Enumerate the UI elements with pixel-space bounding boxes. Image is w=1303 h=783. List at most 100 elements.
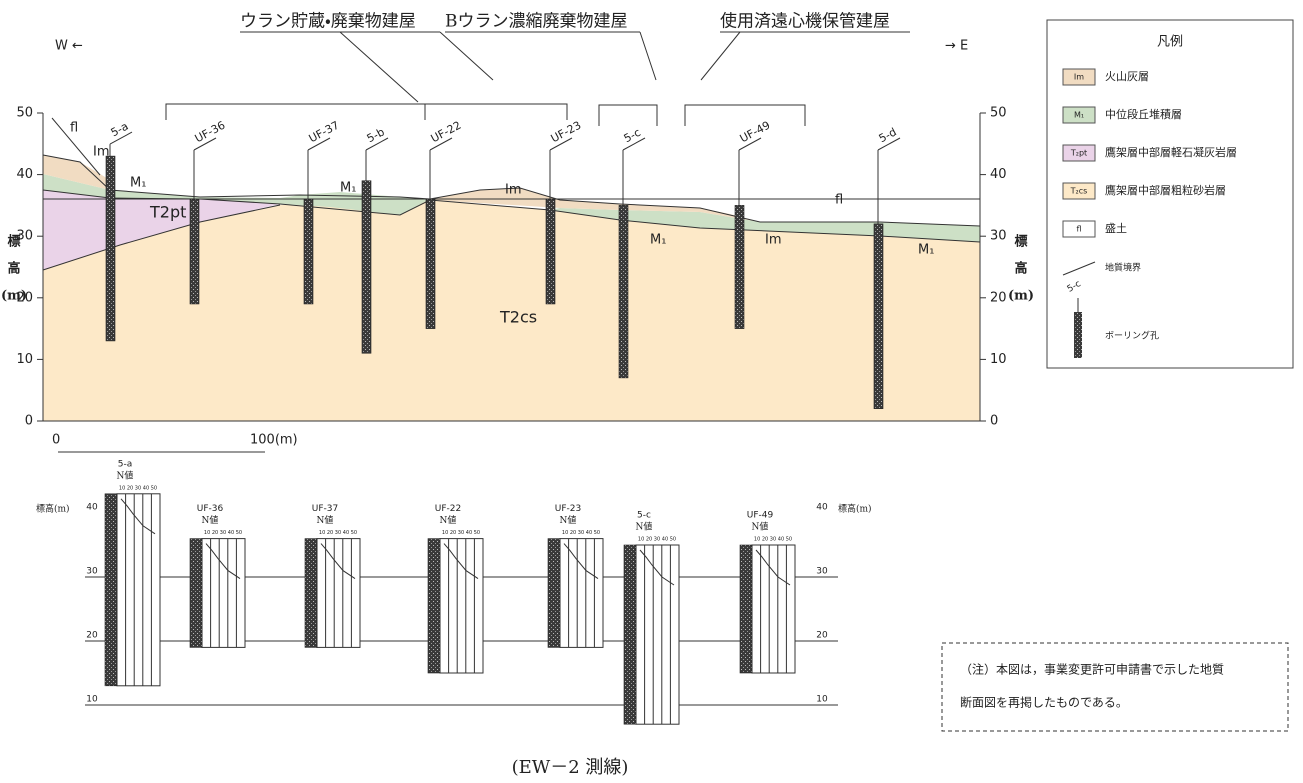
note-text: 断面図を再掲したものである。 bbox=[960, 695, 1128, 710]
log-column bbox=[547, 538, 561, 648]
geologic-boundary bbox=[42, 204, 281, 271]
legend-swatch bbox=[1062, 144, 1096, 162]
y-tick-label: 50 bbox=[16, 106, 33, 121]
log-nvalue-title: N値 bbox=[117, 469, 134, 481]
log-box bbox=[316, 538, 361, 648]
legend-text: 鷹架層中部層粗粒砂岩層 bbox=[1105, 183, 1226, 197]
borehole-leader bbox=[365, 137, 389, 151]
borehole-label: 5-c bbox=[622, 126, 643, 145]
legend-symbol: T₂cs bbox=[1070, 187, 1088, 196]
log-column bbox=[189, 538, 203, 648]
building-leaders bbox=[165, 31, 910, 126]
y-tick-label: 30 bbox=[816, 567, 828, 577]
log-label: UF-37 bbox=[312, 504, 338, 514]
layer-m1 bbox=[43, 174, 430, 215]
log-box bbox=[439, 538, 484, 674]
legend-swatch bbox=[1062, 220, 1096, 238]
layer-im bbox=[430, 188, 760, 222]
legend-swatch bbox=[1062, 182, 1096, 200]
borehole-label: 5-a bbox=[109, 120, 131, 140]
y-tick-label: 30 bbox=[86, 567, 98, 577]
axis-label: 高 bbox=[1014, 261, 1027, 277]
n-value-curve bbox=[639, 549, 675, 586]
log-nvalue-ticks: 10 20 30 40 50 bbox=[638, 537, 676, 543]
y-tick-label: 40 bbox=[990, 167, 1007, 182]
log-box bbox=[116, 493, 161, 687]
layer-t2cs bbox=[43, 200, 980, 421]
legend-text: 盛土 bbox=[1105, 221, 1127, 235]
scale-label: 0 bbox=[52, 433, 60, 448]
borehole bbox=[105, 155, 116, 342]
log-column bbox=[427, 538, 441, 674]
n-value-curve bbox=[563, 543, 599, 580]
legend-borehole bbox=[1074, 312, 1082, 358]
borehole bbox=[734, 205, 745, 329]
layer-t2pt bbox=[43, 190, 280, 270]
log-column bbox=[104, 493, 118, 687]
borehole-leader bbox=[738, 137, 762, 151]
legend-swatch bbox=[1062, 68, 1096, 86]
building-label: ウラン貯蔵・廃棄物建屋 bbox=[240, 12, 416, 32]
layer-label: Im bbox=[505, 183, 522, 198]
borehole bbox=[361, 180, 372, 354]
layers bbox=[42, 117, 981, 421]
fl-leader bbox=[51, 117, 101, 176]
layer-label: Im bbox=[93, 145, 110, 160]
legend-boundary-line bbox=[1062, 261, 1096, 276]
log-nvalue-title: N値 bbox=[317, 514, 334, 526]
borehole bbox=[545, 198, 556, 305]
direction-west: W ← bbox=[55, 39, 83, 54]
log-label: UF-22 bbox=[435, 504, 461, 514]
y-tick-label: 40 bbox=[816, 503, 828, 513]
layer-label: M₁ bbox=[918, 243, 934, 258]
log-column bbox=[304, 538, 318, 648]
n-value-curve bbox=[120, 498, 156, 535]
y-tick-label: 30 bbox=[16, 229, 33, 244]
axis-label: 標高(m) bbox=[36, 503, 70, 515]
y-tick-label: 30 bbox=[990, 229, 1007, 244]
log-nvalue-title: N値 bbox=[440, 514, 457, 526]
legend-symbol: M₁ bbox=[1074, 111, 1084, 120]
y-tick-label: 10 bbox=[816, 695, 828, 705]
layer-label: fl bbox=[835, 193, 843, 208]
borehole-leader bbox=[877, 137, 901, 151]
layer-m1 bbox=[550, 208, 980, 242]
y-tick-label: 10 bbox=[86, 695, 98, 705]
borehole-leader bbox=[307, 137, 331, 151]
legend-symbol: T₂pt bbox=[1070, 149, 1087, 158]
axis-label: (m) bbox=[1, 289, 27, 304]
log-box bbox=[635, 544, 680, 725]
log-nvalue-ticks: 10 20 30 40 50 bbox=[442, 530, 480, 536]
axis-label: 標 bbox=[7, 234, 20, 250]
log-label: UF-36 bbox=[197, 504, 224, 514]
log-label: UF-49 bbox=[747, 511, 774, 521]
direction-east: → E bbox=[945, 39, 968, 54]
legend-symbol: Im bbox=[1074, 73, 1084, 82]
layer-label: T2pt bbox=[149, 203, 186, 222]
log-label: 5-c bbox=[637, 511, 651, 521]
y-tick-label: 20 bbox=[816, 631, 828, 641]
log-nvalue-ticks: 10 20 30 40 50 bbox=[204, 530, 242, 536]
legend-swatch bbox=[1062, 106, 1096, 124]
y-tick-label: 40 bbox=[16, 167, 33, 182]
y-tick-label: 50 bbox=[990, 106, 1007, 121]
axis-label: 高 bbox=[7, 261, 20, 277]
caption: (EW－2 測線) bbox=[512, 757, 629, 778]
legend-symbol: fl bbox=[1076, 225, 1081, 234]
log-label: 5-a bbox=[118, 459, 133, 469]
log-column bbox=[623, 544, 637, 725]
building-label: Bウラン濃縮廃棄物建屋 bbox=[445, 12, 628, 32]
n-value-curve bbox=[205, 543, 241, 580]
n-value-curve bbox=[755, 549, 791, 586]
y-tick-label: 40 bbox=[86, 503, 98, 513]
note-box bbox=[941, 642, 1289, 732]
layer-label: fl bbox=[70, 121, 78, 136]
y-tick-label: 10 bbox=[16, 352, 33, 367]
legend-text: 鷹架層中部層軽石凝灰岩層 bbox=[1105, 145, 1237, 159]
log-label: UF-23 bbox=[555, 504, 581, 514]
log-nvalue-ticks: 10 20 30 40 50 bbox=[754, 537, 792, 543]
log-nvalue-ticks: 10 20 30 40 50 bbox=[562, 530, 600, 536]
y-tick-label: 20 bbox=[86, 631, 98, 641]
log-column bbox=[739, 544, 753, 674]
